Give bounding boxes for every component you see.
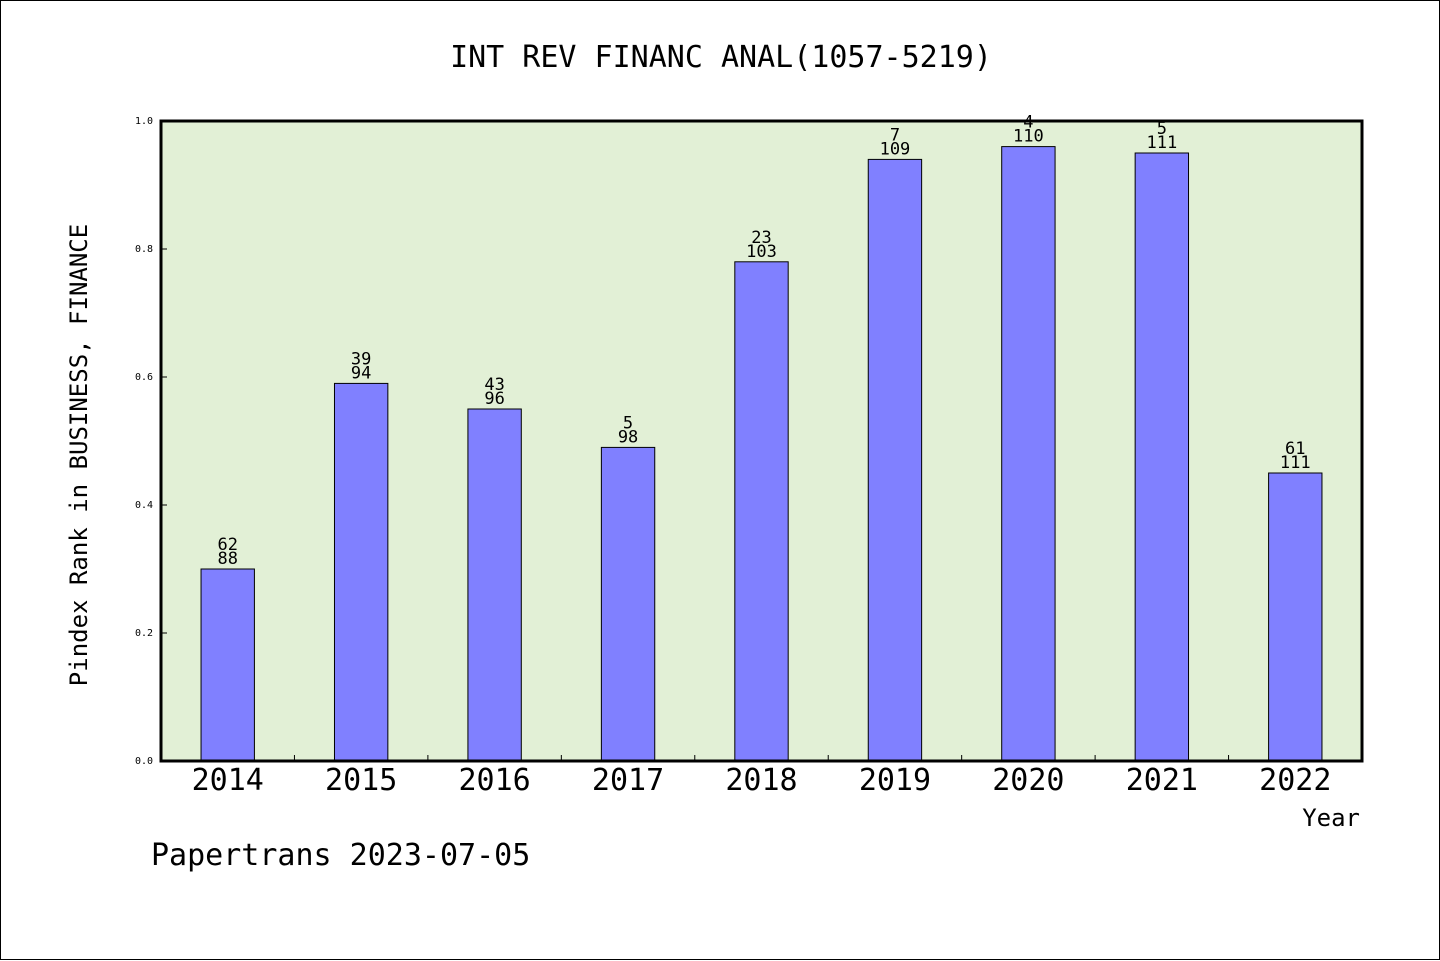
total-label: 110 (1013, 127, 1044, 147)
footer-credit: Papertrans 2023-07-05 (151, 838, 530, 873)
rank-label: 4 (1023, 113, 1033, 133)
rank-label: 23 (751, 228, 771, 248)
x-axis-ticks: 2014 2015 2016 2017 2018 2019 2020 2021 2022 (192, 755, 1331, 798)
total-label: 111 (1146, 133, 1177, 153)
rank-label: 5 (623, 413, 633, 433)
y-tick-label: 0.4 (135, 500, 153, 511)
x-tick-label: 2018 (725, 763, 797, 798)
total-label: 111 (1280, 453, 1311, 473)
x-tick-label: 2014 (192, 763, 264, 798)
bar-2017 (600, 446, 656, 762)
total-label: 103 (746, 242, 777, 262)
total-label: 98 (618, 427, 638, 447)
x-axis-label: Year (1302, 804, 1360, 832)
plot-border (159, 119, 1364, 763)
rank-label: 7 (890, 125, 900, 145)
y-tick-label: 0.0 (135, 756, 153, 767)
y-axis-label: Pindex Rank in BUSINESS, FINANCE (65, 224, 93, 686)
bar-2019 (867, 158, 923, 762)
y-tick-label: 1.0 (135, 116, 153, 127)
bar-2018 (734, 261, 789, 762)
rank-label: 61 (1285, 439, 1305, 459)
rank-label: 43 (484, 375, 504, 395)
y-tick-label: 0.6 (135, 372, 153, 383)
bar-2022 (1268, 472, 1323, 762)
bar-2014 (200, 568, 255, 762)
bar-2015 (333, 382, 389, 762)
total-label: 96 (484, 389, 504, 409)
x-tick-label: 2021 (1126, 763, 1198, 798)
total-label: 94 (351, 363, 371, 383)
x-tick-label: 2016 (458, 763, 530, 798)
bar-2016 (467, 408, 522, 762)
x-tick-label: 2017 (592, 763, 664, 798)
x-tick-label: 2022 (1259, 763, 1331, 798)
rank-label: 39 (351, 349, 371, 369)
bars-group (200, 146, 1323, 762)
bar-2021 (1134, 152, 1190, 762)
x-tick-label: 2020 (992, 763, 1064, 798)
y-tick-label: 0.8 (135, 244, 153, 255)
y-tick-label: 0.2 (135, 628, 153, 639)
x-tick-label: 2019 (859, 763, 931, 798)
total-label: 109 (880, 139, 911, 159)
total-label: 88 (217, 549, 237, 569)
rank-label: 62 (217, 535, 237, 555)
x-tick-label: 2015 (325, 763, 397, 798)
rank-label: 5 (1157, 119, 1167, 139)
chart-title: INT REV FINANC ANAL(1057-5219) (450, 40, 992, 75)
bar-2020 (1001, 146, 1056, 762)
